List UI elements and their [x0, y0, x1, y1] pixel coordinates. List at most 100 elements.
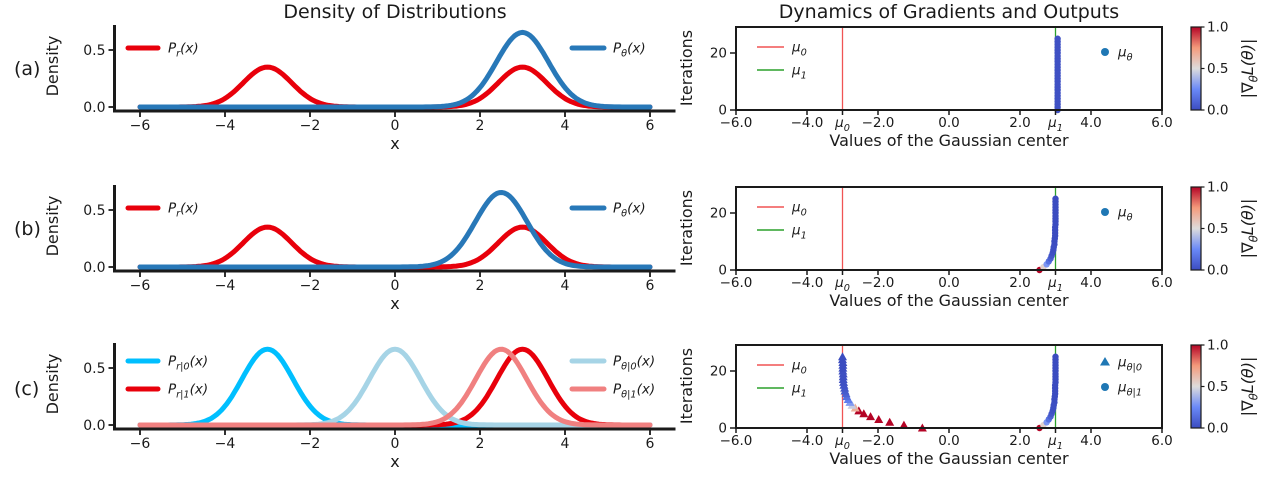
svg-text:4: 4 [561, 278, 570, 294]
svg-text:μ0: μ0 [791, 358, 807, 377]
svg-text:−6: −6 [130, 118, 151, 134]
svg-text:6: 6 [646, 436, 655, 452]
svg-text:0.0: 0.0 [938, 433, 959, 449]
density-column-title: Density of Distributions [283, 1, 507, 23]
svg-text:|∇θL(θ)|: |∇θL(θ)| [1238, 199, 1260, 259]
row-label-c: (c) [14, 378, 40, 400]
svg-text:−6.0: −6.0 [720, 275, 753, 291]
svg-text:Values of the Gaussian center: Values of the Gaussian center [829, 291, 1069, 310]
svg-text:x: x [390, 134, 399, 153]
svg-text:Pr(x): Pr(x) [168, 201, 199, 220]
svg-text:μ1: μ1 [1047, 115, 1063, 134]
density-plot: −6 −4 −2 0 2 4 6 x 0.0 0.5 Density Pr|0(x) Pr|1(x) Pθ… [43, 343, 676, 471]
svg-text:Iterations: Iterations [677, 348, 696, 424]
svg-text:4.0: 4.0 [1080, 433, 1101, 449]
svg-text:Pθ(x): Pθ(x) [613, 201, 646, 220]
svg-text:−4: −4 [215, 118, 236, 134]
svg-text:μ1: μ1 [1047, 433, 1063, 452]
dynamics-legend: μ0 μ1 μθ|0 μθ|1 [757, 355, 1142, 400]
svg-text:0: 0 [718, 421, 727, 437]
trajectory-series [1054, 35, 1061, 114]
svg-text:μ0: μ0 [791, 40, 807, 59]
density-plot: −6 −4 −2 0 2 4 6 x 0.0 0.5 Density Pr(x) Pθ(x) [43, 185, 676, 313]
svg-text:0.5: 0.5 [1207, 221, 1228, 237]
svg-text:0: 0 [391, 118, 400, 134]
svg-text:|∇θL(θ)|: |∇θL(θ)| [1238, 357, 1260, 417]
svg-text:−4: −4 [215, 278, 236, 294]
charts-row-a: −6 −4 −2 0 2 4 6 x 0.0 0.5 Density Pr(x) Pθ(x) −6.0 −4… [43, 20, 1260, 154]
svg-text:Values of the Gaussian center: Values of the Gaussian center [829, 449, 1069, 468]
svg-text:μ1: μ1 [791, 63, 807, 82]
svg-text:4: 4 [561, 436, 570, 452]
svg-text:0: 0 [718, 103, 727, 119]
charts-row-b: −6 −4 −2 0 2 4 6 x 0.0 0.5 Density Pr(x) Pθ(x) −6.0 −4… [43, 180, 1260, 314]
colorbar: 0.0 0.5 1.0 |∇θL(θ)| [1190, 20, 1260, 119]
svg-text:0.0: 0.0 [938, 115, 959, 131]
svg-text:20: 20 [710, 206, 727, 222]
svg-text:2.0: 2.0 [1009, 275, 1030, 291]
svg-text:6.0: 6.0 [1151, 275, 1172, 291]
charts-row-c: −6 −4 −2 0 2 4 6 x 0.0 0.5 Density Pr|0(x) Pr|1(x) Pθ… [43, 338, 1260, 472]
svg-text:1.0: 1.0 [1207, 338, 1228, 354]
density-curve [137, 346, 653, 428]
row-label-b: (b) [14, 218, 41, 240]
svg-text:Pθ|1(x): Pθ|1(x) [613, 382, 655, 401]
svg-text:Pr|1(x): Pr|1(x) [168, 382, 208, 401]
svg-text:μθ|0: μθ|0 [1117, 355, 1142, 374]
svg-text:4.0: 4.0 [1080, 115, 1101, 131]
svg-text:μ1: μ1 [791, 381, 807, 400]
svg-text:0.5: 0.5 [1207, 61, 1228, 77]
colorbar: 0.0 0.5 1.0 |∇θL(θ)| [1190, 180, 1260, 279]
svg-text:−6.0: −6.0 [720, 115, 753, 131]
density-plot: −6 −4 −2 0 2 4 6 x 0.0 0.5 Density Pr(x) Pθ(x) [43, 25, 676, 153]
dynamics-legend: μ0 μ1 μθ [757, 40, 1133, 82]
density-curve [137, 64, 653, 110]
trajectory-series [1036, 195, 1059, 274]
svg-text:Pr|0(x): Pr|0(x) [168, 354, 208, 373]
trajectory-series [1036, 353, 1059, 432]
svg-text:−6.0: −6.0 [720, 433, 753, 449]
svg-text:0.5: 0.5 [83, 203, 105, 219]
density-legend: Pr(x) Pθ(x) [125, 201, 646, 220]
svg-text:μθ|1: μθ|1 [1117, 380, 1142, 399]
svg-text:Density: Density [43, 36, 62, 97]
svg-text:−6: −6 [130, 278, 151, 294]
svg-text:2: 2 [476, 278, 485, 294]
svg-text:0: 0 [391, 436, 400, 452]
svg-text:Pr(x): Pr(x) [168, 41, 199, 60]
svg-text:|∇θL(θ)|: |∇θL(θ)| [1238, 39, 1260, 99]
density-curve [137, 190, 653, 270]
svg-text:4.0: 4.0 [1080, 275, 1101, 291]
svg-text:μθ: μθ [1117, 205, 1133, 224]
svg-text:2: 2 [476, 436, 485, 452]
svg-text:−4.0: −4.0 [791, 275, 824, 291]
svg-text:μ1: μ1 [1047, 275, 1063, 294]
svg-text:0.0: 0.0 [83, 418, 105, 434]
svg-text:4: 4 [561, 118, 570, 134]
density-legend: Pr|0(x) Pr|1(x) Pθ|0(x) Pθ|1(x) [125, 354, 655, 401]
svg-text:0.0: 0.0 [1207, 263, 1228, 279]
svg-text:Pθ(x): Pθ(x) [613, 41, 646, 60]
svg-text:−2.0: −2.0 [862, 433, 895, 449]
dynamics-plot: −6.0 −4.0 μ0 −2.0 0.0 2.0 μ1 4.0 6.0 Values of th… [677, 338, 1260, 469]
svg-text:−4.0: −4.0 [791, 433, 824, 449]
svg-text:0.5: 0.5 [83, 361, 105, 377]
svg-text:Iterations: Iterations [677, 190, 696, 266]
svg-text:μ0: μ0 [834, 433, 850, 452]
dynamics-plot: −6.0 −4.0 μ0 −2.0 0.0 2.0 μ1 4.0 6.0 Values of th… [677, 20, 1260, 151]
svg-text:6.0: 6.0 [1151, 115, 1172, 131]
svg-text:Density: Density [43, 196, 62, 257]
svg-text:Iterations: Iterations [677, 30, 696, 106]
svg-text:−2: −2 [300, 436, 321, 452]
svg-text:Density: Density [43, 354, 62, 415]
svg-text:0.0: 0.0 [83, 260, 105, 276]
svg-text:2.0: 2.0 [1009, 433, 1030, 449]
svg-text:0.0: 0.0 [938, 275, 959, 291]
svg-text:2: 2 [476, 118, 485, 134]
svg-text:−4: −4 [215, 436, 236, 452]
svg-text:20: 20 [710, 46, 727, 62]
svg-text:6: 6 [646, 118, 655, 134]
svg-text:0.0: 0.0 [1207, 421, 1228, 437]
svg-text:μ0: μ0 [834, 275, 850, 294]
svg-text:Values of the Gaussian center: Values of the Gaussian center [829, 131, 1069, 150]
